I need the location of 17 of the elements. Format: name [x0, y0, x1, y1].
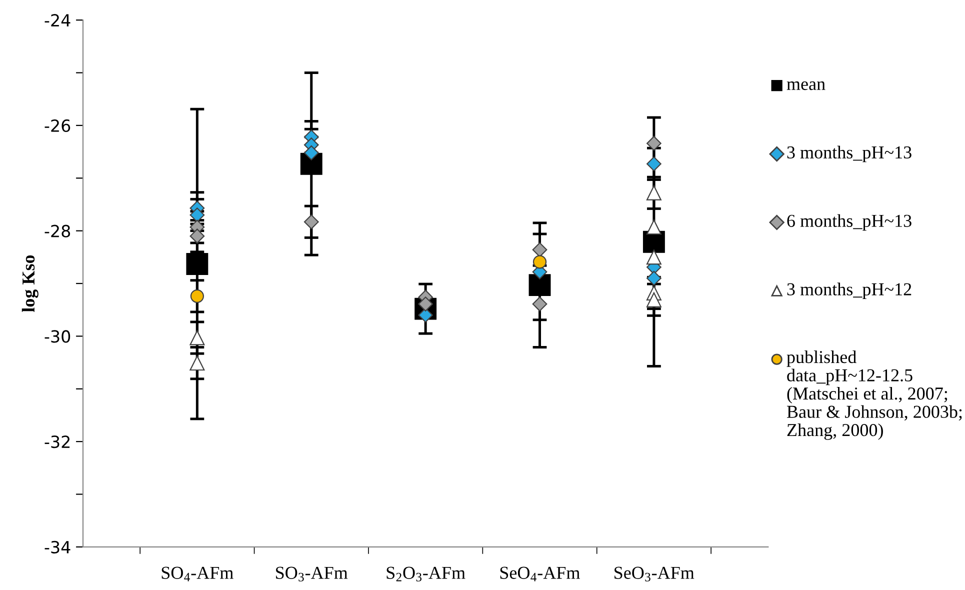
y-axis-title: log Kso — [22, 255, 38, 312]
x-tick-label: SO$_{3}$-AFm — [276, 566, 348, 582]
x-tick-label: SO$_{4}$-AFm — [162, 566, 234, 582]
x-tick-label: SeO$_{3}$-AFm — [614, 566, 694, 582]
legend-label: published data_pH~12-12.5 (Matschei et al., 2007; Baur & Johnson, 2003b; Zhang, 2000) — [786, 350, 962, 440]
legend-label: 3 months_pH~12 — [787, 282, 912, 300]
legend-label: 3 months_pH~13 — [787, 146, 912, 162]
x-tick-label: S$_{2}$O$_{3}$-AFm — [386, 566, 466, 582]
y-tick-label: -28 — [44, 224, 70, 238]
y-tick-label: -26 — [44, 119, 70, 132]
x-tick-label: SeO$_{4}$-AFm — [500, 566, 580, 582]
y-tick-label: -24 — [44, 14, 70, 26]
legend-label: mean — [786, 81, 826, 90]
y-tick-label: -30 — [44, 330, 70, 343]
legend-label: 6 months_pH~13 — [787, 214, 912, 231]
y-tick-label: -34 — [44, 540, 70, 554]
y-tick-label: -32 — [44, 436, 70, 448]
